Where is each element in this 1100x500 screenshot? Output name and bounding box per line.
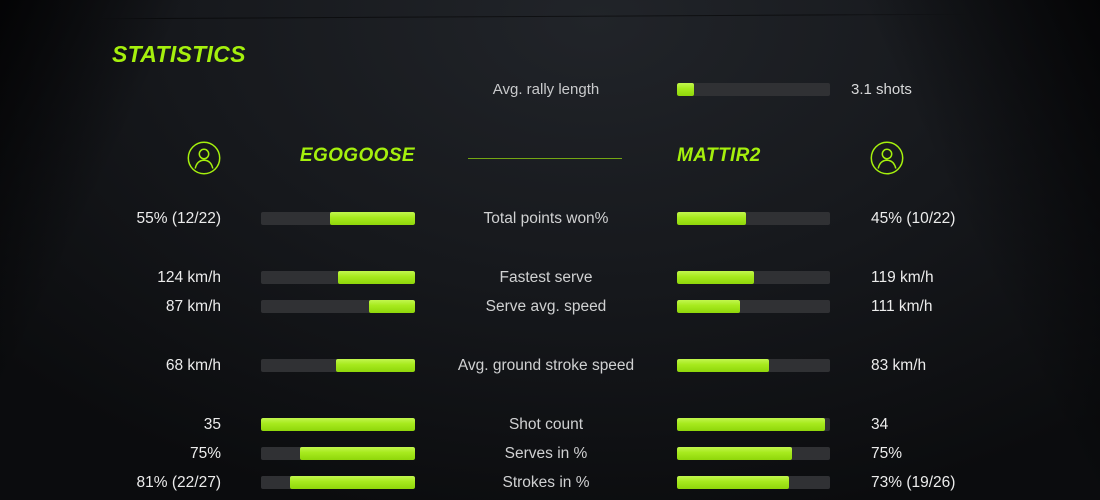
stat-right-bar [677,359,830,372]
stat-left-value: 55% (12/22) [136,209,221,227]
stat-right-bar [677,300,830,313]
stat-right-bar-fill [677,212,746,225]
stat-row: 75% Serves in % 75% [0,439,1100,468]
player-left-name: EGOGOOSE [299,145,415,166]
stat-right-value: 45% (10/22) [871,209,956,227]
stat-right-bar-fill [677,447,792,460]
stat-right-bar [677,476,830,489]
stat-right-bar-fill [677,476,789,489]
stat-left-bar-fill [299,447,415,460]
stat-label: Strokes in % [502,473,590,491]
stat-right-value: 111 km/h [871,297,933,315]
stat-left-bar [261,359,415,372]
stat-left-bar [261,212,415,225]
stat-right-value: 75% [871,444,903,462]
stat-left-bar [261,447,415,460]
stat-label: Fastest serve [499,268,593,286]
stat-row: 68 km/h Avg. ground stroke speed 83 km/h [0,351,1100,380]
player-right-avatar-icon [870,141,904,180]
stat-right-value: 34 [871,415,889,433]
stat-right-value: 119 km/h [871,268,934,286]
stat-right-bar [677,418,830,431]
stat-right-bar [677,212,830,225]
stat-left-bar-fill [368,300,415,313]
stat-row: 55% (12/22) Total points won% 45% (10/22… [0,204,1100,233]
stat-left-bar [261,271,415,284]
stats-list: 55% (12/22) Total points won% 45% (10/22… [0,204,1100,497]
page-title: STATISTICS [112,41,246,67]
stat-left-value: 35 [203,415,221,433]
stat-left-value: 124 km/h [157,268,221,286]
stat-right-value: 73% (19/26) [871,473,956,491]
stat-left-bar [261,476,415,489]
rally-length-label: Avg. rally length [492,81,600,98]
stat-row: 81% (22/27) Strokes in % 73% (19/26) [0,468,1100,497]
stat-label: Serve avg. speed [485,297,607,315]
stat-right-value: 83 km/h [871,356,927,374]
stat-left-bar-fill [290,476,415,489]
stat-label: Avg. ground stroke speed [457,356,635,374]
stat-row: 35 Shot count 34 [0,410,1100,439]
stat-left-bar-fill [261,418,415,431]
stat-right-bar [677,271,830,284]
stat-label: Serves in % [504,444,588,462]
player-left-avatar-icon [187,141,221,180]
stat-label: Total points won% [483,209,609,227]
stat-left-value: 75% [189,444,221,462]
stat-left-bar-fill [336,359,415,372]
players-divider-line [468,158,622,159]
stat-right-bar [677,447,830,460]
stat-left-bar [261,418,415,431]
stat-row: 87 km/h Serve avg. speed 111 km/h [0,292,1100,321]
stat-label: Shot count [508,415,584,433]
top-divider-line [95,13,975,20]
stat-left-bar [261,300,415,313]
stat-left-value: 87 km/h [165,297,221,315]
stat-left-bar-fill [330,212,415,225]
stat-right-bar-fill [677,271,754,284]
stat-left-bar-fill [338,271,415,284]
player-right-name: MATTIR2 [677,145,761,166]
stat-left-value: 81% (22/27) [136,473,221,491]
rally-length-bar [677,83,830,96]
stat-right-bar-fill [677,359,769,372]
stat-right-bar-fill [677,418,826,431]
rally-length-bar-fill [677,83,694,96]
stat-right-bar-fill [677,300,740,313]
rally-length-value: 3.1 shots [851,81,912,98]
stat-row: 124 km/h Fastest serve 119 km/h [0,263,1100,292]
stat-left-value: 68 km/h [165,356,221,374]
